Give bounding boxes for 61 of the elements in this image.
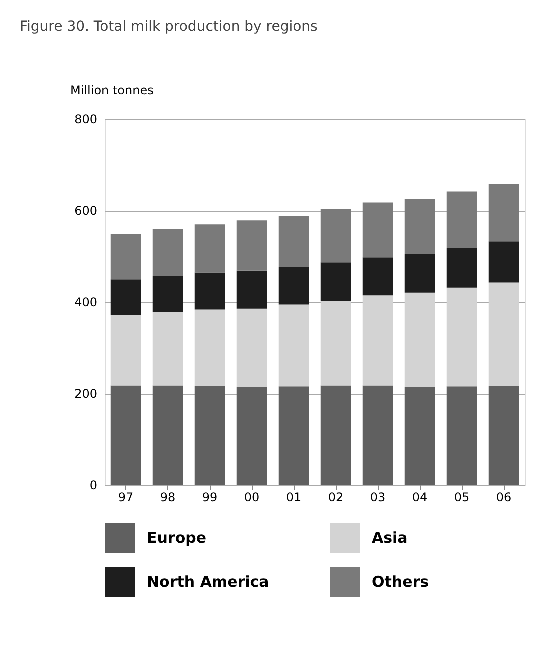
bar <box>320 262 352 302</box>
bar <box>194 224 226 273</box>
y-tick-label: 800 <box>74 112 98 126</box>
bar <box>152 386 184 485</box>
x-tick-label: 04 <box>412 490 428 504</box>
bar <box>488 184 520 242</box>
x-tick-label: 03 <box>370 490 386 504</box>
x-tick-label: 05 <box>454 490 470 504</box>
bar <box>320 302 352 386</box>
bar <box>362 202 394 258</box>
bar <box>278 216 310 268</box>
bar <box>194 386 226 485</box>
y-tick-label: 200 <box>74 387 98 401</box>
bar <box>320 386 352 485</box>
x-tick-label: 99 <box>202 490 218 504</box>
bar <box>488 282 520 386</box>
y-tick-label: 0 <box>90 478 98 492</box>
bar <box>362 258 394 296</box>
legend-label: Asia <box>372 529 408 547</box>
bar <box>152 312 184 386</box>
bar <box>278 304 310 387</box>
bar <box>362 386 394 485</box>
bar <box>404 387 436 485</box>
bar <box>110 315 142 386</box>
chart-title: Figure 30. Total milk production by regions <box>20 19 318 35</box>
bar <box>110 386 142 485</box>
bar <box>488 386 520 485</box>
bar <box>236 220 268 271</box>
x-tick-label: 01 <box>286 490 302 504</box>
bar <box>404 199 436 254</box>
bar <box>404 292 436 388</box>
y-axis-title: Million tonnes <box>70 84 154 98</box>
bar <box>236 387 268 485</box>
bar <box>278 267 310 305</box>
legend-label: Others <box>372 573 430 591</box>
y-tick-label: 400 <box>74 296 98 310</box>
x-tick-label: 98 <box>160 490 176 504</box>
bar <box>236 308 268 388</box>
bar <box>152 276 184 313</box>
bar <box>320 209 352 263</box>
y-tick-label: 600 <box>74 204 98 218</box>
bar <box>446 248 478 288</box>
x-tick-label: 00 <box>244 490 260 504</box>
bar <box>362 296 394 386</box>
bar <box>110 280 142 316</box>
bar <box>404 254 436 293</box>
x-tick-label: 06 <box>496 490 512 504</box>
bar <box>152 229 184 276</box>
bar <box>236 270 268 309</box>
bar <box>446 288 478 387</box>
bar <box>110 234 142 280</box>
x-tick-label: 02 <box>328 490 344 504</box>
bar <box>194 272 226 310</box>
legend-label: North America <box>147 573 270 591</box>
bar <box>488 242 520 283</box>
legend-label: Europe <box>147 529 207 547</box>
bar <box>278 386 310 485</box>
bar <box>446 386 478 485</box>
bar <box>446 192 478 248</box>
bar <box>194 310 226 386</box>
x-tick-label: 97 <box>118 490 134 504</box>
